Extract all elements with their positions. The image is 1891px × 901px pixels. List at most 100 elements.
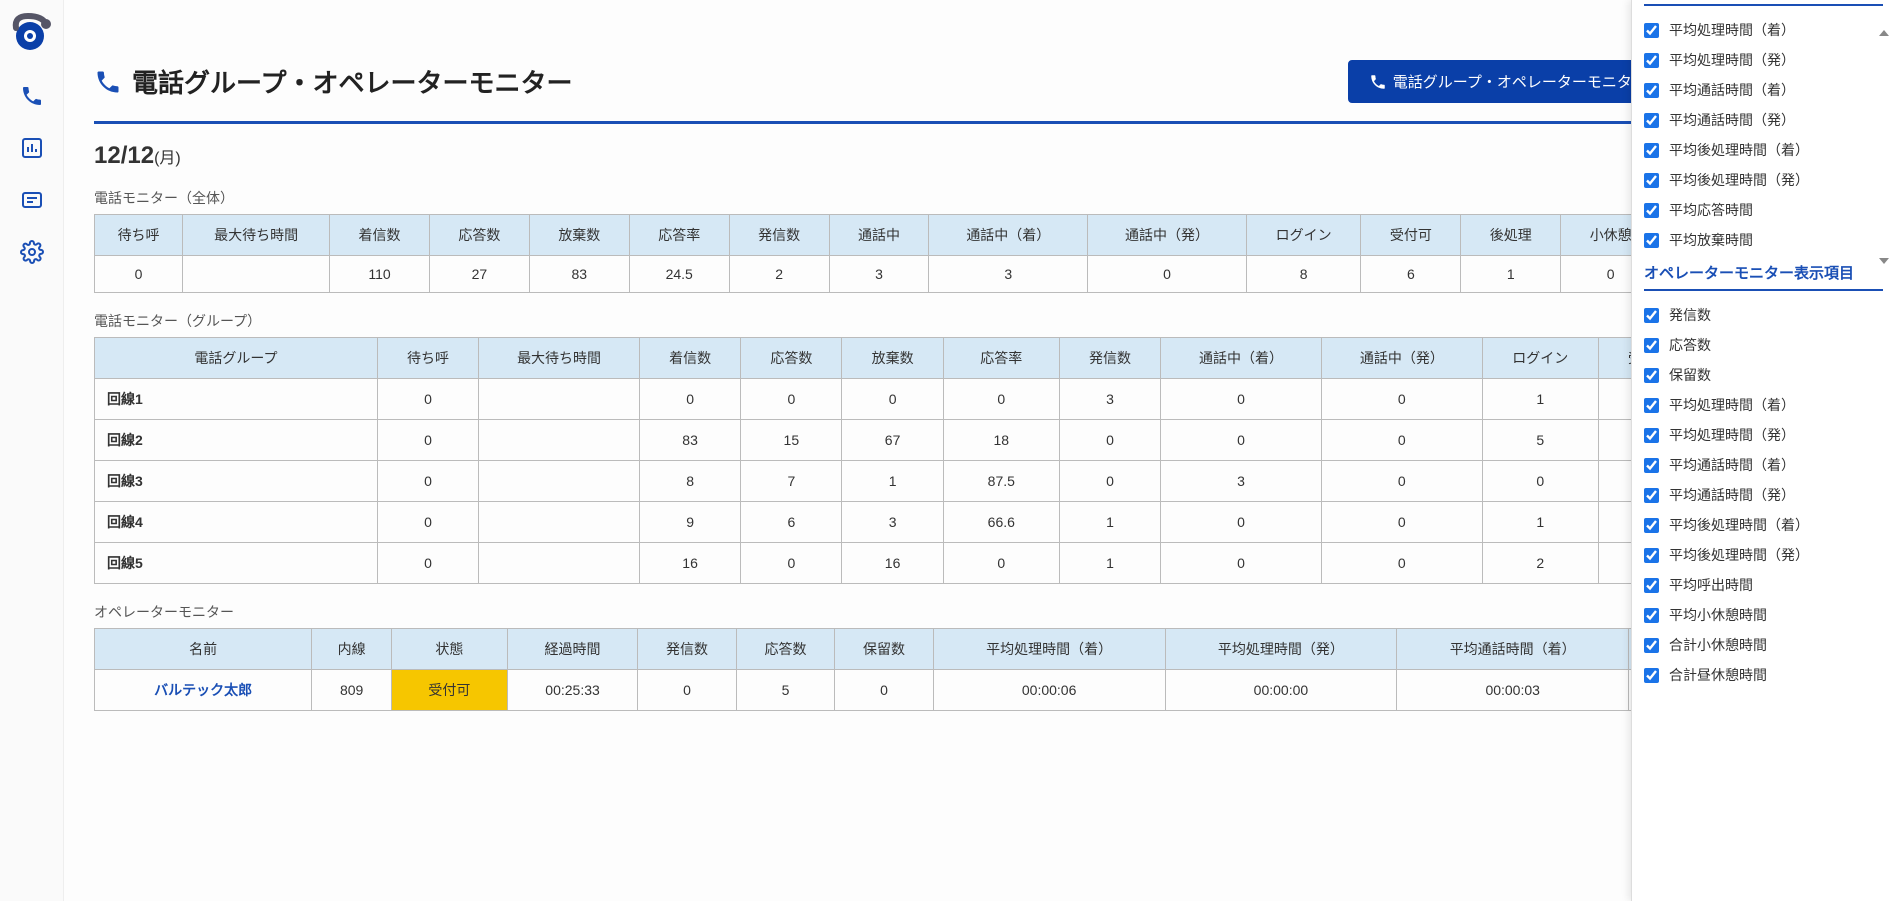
checkbox[interactable]: [1644, 143, 1659, 158]
checkbox-label: 平均通話時間（着）: [1669, 80, 1795, 100]
table-cell: 66.6: [943, 502, 1059, 543]
checkbox[interactable]: [1644, 518, 1659, 533]
topbar: 内線 通話: [64, 0, 1891, 50]
table-cell: 3: [929, 256, 1088, 293]
checkbox[interactable]: [1644, 398, 1659, 413]
checkbox[interactable]: [1644, 113, 1659, 128]
tab-active-label: 電話グループ・オペレーターモニター: [1393, 71, 1647, 92]
checkbox-item[interactable]: 平均後処理時間（着）: [1644, 515, 1873, 535]
checkbox-label: 平均通話時間（着）: [1669, 455, 1795, 475]
date-line: 12/12(月): [94, 142, 1861, 170]
checkbox-item[interactable]: 平均呼出時間: [1644, 575, 1873, 595]
table-header: 電話グループ: [95, 338, 378, 379]
checkbox[interactable]: [1644, 488, 1659, 503]
checkbox-item[interactable]: 合計昼休憩時間: [1644, 665, 1873, 685]
checkbox-label: 平均通話時間（発）: [1669, 110, 1795, 130]
operator-name[interactable]: バルテック太郎: [95, 670, 312, 711]
checkbox[interactable]: [1644, 368, 1659, 383]
checkbox[interactable]: [1644, 83, 1659, 98]
sidebar: [0, 0, 64, 901]
checkbox[interactable]: [1644, 203, 1659, 218]
table-cell: 1: [842, 461, 943, 502]
table-cell: 3: [1059, 379, 1160, 420]
checkbox[interactable]: [1644, 308, 1659, 323]
checkbox[interactable]: [1644, 578, 1659, 593]
checkbox-item[interactable]: 平均処理時間（着）: [1644, 395, 1873, 415]
checkbox-label: 保留数: [1669, 365, 1711, 385]
checkbox-label: 平均処理時間（発）: [1669, 50, 1795, 70]
checkbox-item[interactable]: 平均処理時間（着）: [1644, 20, 1873, 40]
checkbox-item[interactable]: 発信数: [1644, 305, 1873, 325]
table-cell: 83: [529, 256, 629, 293]
section-all-label: 電話モニター（全体）: [94, 188, 1861, 208]
checkbox-item[interactable]: 保留数: [1644, 365, 1873, 385]
checkbox[interactable]: [1644, 233, 1659, 248]
table-cell: 00:00:00: [1165, 670, 1397, 711]
table-cell: 0: [1321, 420, 1482, 461]
gear-icon[interactable]: [20, 240, 44, 264]
checkbox-item[interactable]: 平均通話時間（着）: [1644, 80, 1873, 100]
tab-group-operator[interactable]: 電話グループ・オペレーターモニター: [1348, 60, 1668, 103]
checkbox-item[interactable]: 平均通話時間（着）: [1644, 455, 1873, 475]
checkbox[interactable]: [1644, 23, 1659, 38]
table-cell: 1: [1482, 502, 1598, 543]
table-cell: 809: [312, 670, 392, 711]
table-cell: 0: [1321, 379, 1482, 420]
checkbox[interactable]: [1644, 458, 1659, 473]
table-cell: 0: [377, 502, 478, 543]
chart-icon[interactable]: [20, 136, 44, 160]
checkbox[interactable]: [1644, 668, 1659, 683]
checkbox-item[interactable]: 平均応答時間: [1644, 200, 1873, 220]
checkbox[interactable]: [1644, 608, 1659, 623]
checkbox-item[interactable]: 平均通話時間（発）: [1644, 485, 1873, 505]
checkbox[interactable]: [1644, 338, 1659, 353]
message-icon[interactable]: [20, 188, 44, 212]
checkbox-item[interactable]: 平均通話時間（発）: [1644, 110, 1873, 130]
table-cell: 0: [741, 543, 842, 584]
table-cell: 2: [1482, 543, 1598, 584]
checkbox-label: 発信数: [1669, 305, 1711, 325]
table-header: 応答率: [629, 215, 729, 256]
table-header: 通話中: [829, 215, 929, 256]
checkbox[interactable]: [1644, 53, 1659, 68]
table-cell: 7: [741, 461, 842, 502]
checkbox-item[interactable]: 平均後処理時間（発）: [1644, 545, 1873, 565]
checkbox-label: 平均後処理時間（着）: [1669, 140, 1809, 160]
checkbox-item[interactable]: 応答数: [1644, 335, 1873, 355]
checkbox-item[interactable]: 平均放棄時間: [1644, 230, 1873, 250]
table-header: 放棄数: [842, 338, 943, 379]
checkbox-label: 平均応答時間: [1669, 200, 1753, 220]
table-cell: 0: [377, 420, 478, 461]
table-cell: 9: [639, 502, 740, 543]
table-cell: 8: [1246, 256, 1361, 293]
panel-title-1: [1644, 4, 1883, 6]
table-header: 待ち呼: [377, 338, 478, 379]
section-group-label: 電話モニター（グループ）: [94, 311, 1861, 331]
table-all: 待ち呼最大待ち時間着信数応答数放棄数応答率発信数通話中通話中（着）通話中（発）ロ…: [94, 214, 1861, 293]
checkbox-item[interactable]: 平均処理時間（発）: [1644, 50, 1873, 70]
checkbox-item[interactable]: 平均処理時間（発）: [1644, 425, 1873, 445]
checkbox-item[interactable]: 合計小休憩時間: [1644, 635, 1873, 655]
table-cell: 00:00:06: [933, 670, 1165, 711]
panel-scroll-up[interactable]: [1879, 30, 1889, 36]
logo: [8, 8, 56, 56]
table-cell: 0: [1059, 420, 1160, 461]
checkbox-item[interactable]: 平均後処理時間（着）: [1644, 140, 1873, 160]
checkbox-item[interactable]: 平均後処理時間（発）: [1644, 170, 1873, 190]
page-title-text: 電話グループ・オペレーターモニター: [132, 63, 572, 100]
checkbox[interactable]: [1644, 173, 1659, 188]
checkbox-label: 平均小休憩時間: [1669, 605, 1767, 625]
table-header: 通話中（発）: [1321, 338, 1482, 379]
checkbox[interactable]: [1644, 548, 1659, 563]
table-cell: 0: [835, 670, 934, 711]
panel-scroll-down[interactable]: [1879, 258, 1889, 264]
checkbox[interactable]: [1644, 428, 1659, 443]
phone-icon[interactable]: [20, 84, 44, 108]
table-cell: [479, 543, 640, 584]
checkbox-item[interactable]: 平均小休憩時間: [1644, 605, 1873, 625]
table-cell: 00:25:33: [507, 670, 637, 711]
table-header: 平均処理時間（着）: [933, 629, 1165, 670]
table-cell: 1: [1482, 379, 1598, 420]
table-cell: 6: [741, 502, 842, 543]
checkbox[interactable]: [1644, 638, 1659, 653]
